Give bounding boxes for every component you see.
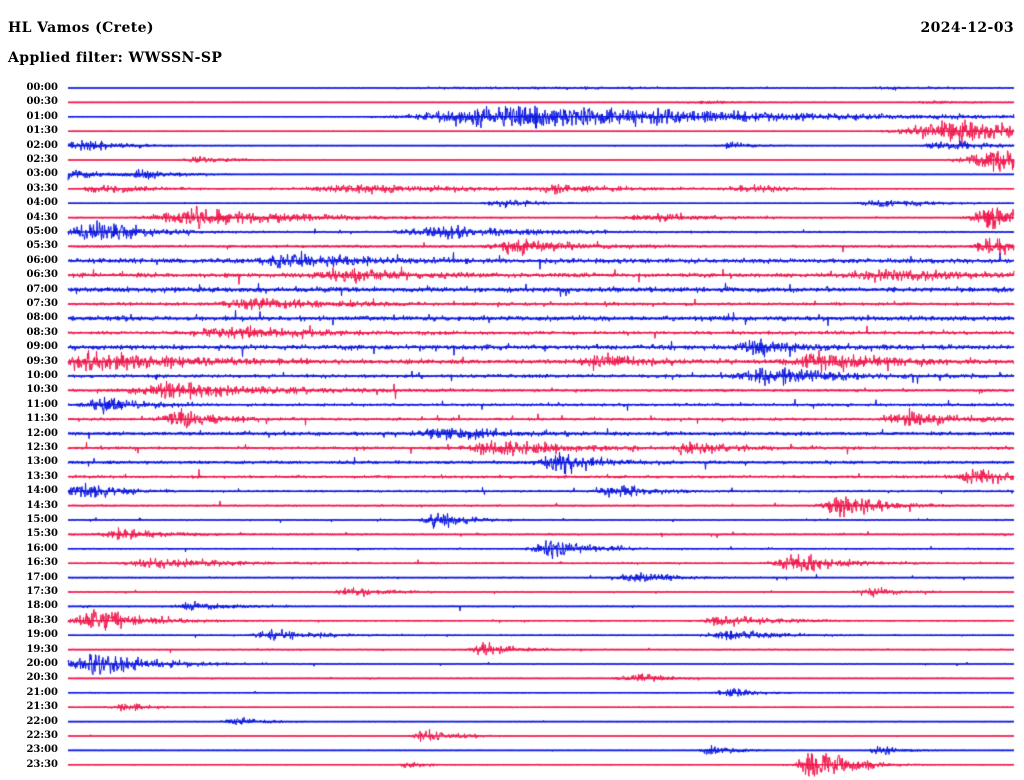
time-tick-label: 10:30 (26, 384, 58, 396)
time-tick-label: 19:00 (26, 629, 58, 641)
time-tick-label: 06:30 (26, 269, 58, 281)
time-tick-label: 04:30 (26, 211, 58, 223)
time-tick-label: 01:30 (26, 125, 58, 137)
time-tick-label: 01:00 (26, 110, 58, 122)
time-tick-label: 08:30 (26, 326, 58, 338)
seismogram-traces-canvas (0, 80, 1024, 780)
time-tick-label: 11:30 (26, 413, 58, 425)
time-tick-label: 17:30 (26, 586, 58, 597)
time-tick-label: 00:00 (26, 82, 58, 93)
time-tick-label: 14:30 (26, 499, 58, 511)
time-tick-label: 12:00 (26, 427, 58, 439)
time-tick-label: 09:00 (26, 341, 58, 353)
time-tick-label: 13:30 (26, 470, 58, 482)
time-tick-label: 12:30 (26, 442, 58, 453)
time-tick-label: 13:00 (26, 456, 58, 468)
time-tick-label: 05:30 (26, 240, 58, 252)
time-tick-label: 11:00 (26, 398, 58, 410)
time-tick-label: 20:00 (26, 658, 58, 669)
time-tick-label: 15:00 (26, 514, 58, 525)
time-tick-label: 17:00 (26, 571, 58, 583)
time-tick-label: 15:30 (26, 528, 58, 540)
seismogram-plot: 00:00 00:30 01:00 01:30 02:00 02:30 03:00 03:30… (0, 80, 1024, 780)
time-tick-label: 00:30 (26, 96, 58, 108)
record-date: 2024-12-03 (920, 20, 1014, 36)
applied-filter-label: Applied filter: WWSSN-SP (8, 50, 223, 66)
time-tick-label: 21:30 (26, 701, 58, 713)
time-tick-label: 22:30 (26, 730, 58, 741)
time-tick-label: 22:00 (26, 715, 58, 727)
time-tick-label: 14:00 (26, 485, 58, 497)
time-tick-label: 07:30 (26, 298, 58, 309)
time-tick-label: 18:30 (26, 614, 58, 626)
time-tick-label: 20:30 (26, 672, 58, 684)
time-tick-label: 02:00 (26, 139, 58, 151)
time-tick-label: 10:00 (26, 370, 58, 381)
time-tick-label: 07:00 (26, 283, 58, 295)
time-tick-label: 09:30 (26, 355, 58, 367)
time-tick-label: 04:00 (26, 197, 58, 209)
time-tick-label: 08:00 (26, 312, 58, 324)
time-tick-label: 23:00 (26, 744, 58, 756)
time-tick-label: 05:00 (26, 226, 58, 237)
time-tick-label: 06:00 (26, 254, 58, 266)
time-tick-label: 23:30 (26, 758, 58, 770)
time-tick-label: 18:00 (26, 600, 58, 612)
time-tick-label: 03:00 (26, 168, 58, 180)
time-tick-label: 16:30 (26, 557, 58, 569)
time-axis: 00:00 00:30 01:00 01:30 02:00 02:30 03:00 03:30… (0, 80, 66, 780)
time-tick-label: 03:30 (26, 182, 58, 194)
time-tick-label: 21:00 (26, 686, 58, 698)
time-tick-label: 16:00 (26, 542, 58, 554)
time-tick-label: 02:30 (26, 154, 58, 165)
time-tick-label: 19:30 (26, 643, 58, 655)
page-title: HL Vamos (Crete) (8, 20, 154, 36)
